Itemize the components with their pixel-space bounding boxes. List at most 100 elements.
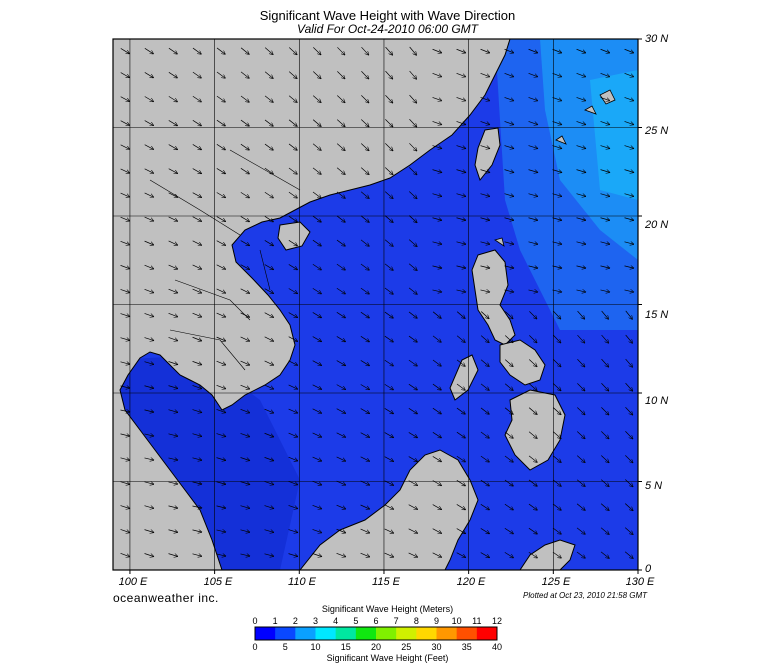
wave-arrow: [216, 264, 226, 269]
wave-arrow: [360, 456, 370, 461]
wave-arrow: [144, 529, 154, 533]
wave-arrow: [144, 410, 154, 412]
wave-direction-arrows: [120, 46, 634, 559]
wave-arrow: [625, 455, 632, 462]
asian-mainland: [113, 39, 511, 570]
wave-arrow: [384, 504, 394, 509]
wave-arrow: [601, 407, 608, 414]
wave-arrow: [360, 215, 369, 222]
wave-arrow: [120, 144, 130, 149]
wave-arrow: [505, 311, 512, 318]
wave-arrow: [312, 456, 322, 461]
wave-arrow: [192, 168, 202, 174]
wave-arrow: [312, 167, 321, 174]
wave-arrow: [120, 386, 130, 388]
wave-arrow: [192, 434, 202, 437]
colorbar-segment: [315, 627, 337, 640]
wave-arrow: [624, 290, 634, 292]
wave-arrow: [240, 71, 249, 78]
wave-arrow: [552, 290, 562, 292]
wave-arrow: [288, 360, 298, 365]
wave-arrow: [168, 192, 178, 197]
lat-label-25n: 25 N: [645, 125, 669, 137]
wave-arrow: [312, 408, 322, 413]
wave-arrow: [120, 240, 130, 244]
wave-arrow: [313, 47, 320, 54]
wave-arrow: [312, 360, 322, 366]
wave-arrow: [168, 71, 177, 77]
wave-arrow: [384, 480, 394, 485]
wave-arrow: [120, 72, 130, 78]
wave-arrow: [144, 192, 154, 197]
wave-arrow: [600, 479, 609, 487]
wave-arrow: [600, 503, 609, 511]
wave-arrow: [192, 95, 201, 102]
wave-arrow: [576, 218, 586, 221]
wave-arrow: [624, 551, 633, 559]
wave-arrow: [216, 385, 226, 388]
colorbar-meter-tick: 11: [472, 616, 482, 626]
wave-arrow: [528, 194, 538, 197]
colorbar-segment: [335, 627, 357, 640]
wave-arrow: [264, 47, 273, 55]
wave-arrow: [360, 239, 369, 246]
wave-arrow: [600, 218, 610, 221]
wave-arrow: [456, 242, 466, 244]
small-islands: [494, 89, 616, 247]
wave-arrow: [360, 504, 370, 509]
wave-arrow: [336, 432, 346, 437]
wave-arrow: [456, 383, 465, 390]
wave-arrow: [384, 311, 393, 318]
wave-arrow: [312, 432, 322, 437]
visayas-islands: [499, 339, 546, 386]
wave-arrow: [432, 266, 442, 268]
wave-arrow: [144, 289, 154, 292]
wave-arrow: [480, 169, 490, 173]
lon-label-130e: 130 E: [625, 576, 655, 588]
wave-arrow: [576, 121, 586, 124]
wave-arrow: [264, 240, 273, 245]
wave-arrow: [336, 504, 346, 509]
wave-arrow: [312, 384, 322, 389]
wave-arrow: [384, 263, 393, 270]
colorbar-meter-tick: 0: [252, 616, 258, 626]
wave-arrow: [120, 553, 130, 556]
wave-arrow: [480, 290, 490, 292]
wave-arrow: [337, 95, 344, 102]
wave-arrow: [144, 458, 154, 460]
colorbar-segment: [416, 627, 437, 640]
wave-arrow: [144, 482, 154, 484]
wave-arrow: [456, 145, 466, 149]
lon-label-115e: 115 E: [372, 576, 400, 588]
plotted-timestamp: Plotted at Oct 23, 2010 21:58 GMT: [523, 591, 648, 600]
wave-arrow: [552, 169, 562, 173]
wave-arrow: [360, 360, 369, 365]
wave-arrow: [192, 385, 202, 388]
wave-arrow: [480, 97, 490, 100]
wave-arrow: [168, 530, 178, 533]
wave-arrow: [168, 506, 178, 508]
wave-arrow: [120, 48, 129, 53]
wave-arrow: [336, 287, 345, 294]
wave-arrow: [504, 527, 513, 533]
wave-arrow: [313, 71, 321, 79]
wave-arrow: [288, 215, 297, 222]
wave-arrow: [385, 167, 392, 175]
wave-arrow: [504, 290, 514, 292]
wave-arrow: [552, 194, 562, 197]
wave-arrow: [192, 458, 202, 460]
lon-label-105e: 105 E: [203, 576, 233, 588]
wave-arrow: [600, 72, 610, 76]
wave-arrow: [144, 144, 154, 150]
wave-arrow: [168, 361, 178, 365]
wave-arrow: [408, 263, 417, 270]
wave-arrow: [360, 336, 369, 341]
borneo-island: [299, 449, 479, 570]
colorbar-segment: [456, 627, 478, 640]
wave-arrow: [480, 194, 490, 197]
wave-arrow: [601, 334, 609, 343]
wave-arrow: [144, 240, 154, 245]
wave-arrow: [168, 434, 178, 436]
palawan-island: [449, 354, 479, 401]
colorbar-meter-tick: 5: [353, 616, 359, 626]
